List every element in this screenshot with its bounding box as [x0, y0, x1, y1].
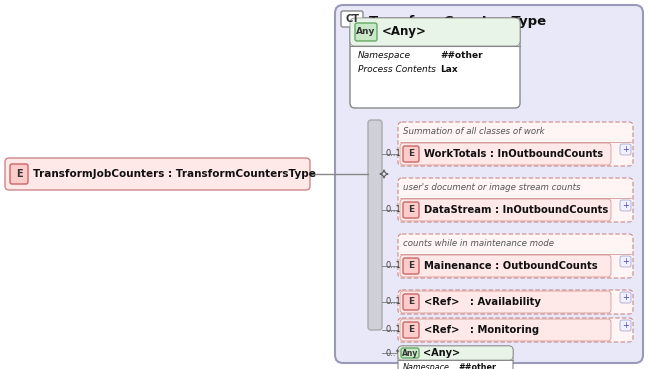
FancyBboxPatch shape [400, 143, 611, 165]
FancyBboxPatch shape [398, 290, 633, 314]
FancyBboxPatch shape [403, 146, 419, 162]
Text: TransformJobCounters : TransformCountersType: TransformJobCounters : TransformCounters… [33, 169, 316, 179]
Text: E: E [408, 262, 414, 270]
FancyBboxPatch shape [403, 202, 419, 218]
Text: 0..*: 0..* [385, 348, 400, 358]
Text: 0..1: 0..1 [385, 262, 401, 270]
FancyBboxPatch shape [398, 346, 513, 360]
Text: WorkTotals : InOutboundCounts: WorkTotals : InOutboundCounts [424, 149, 603, 159]
Text: Any: Any [356, 28, 376, 37]
Text: Summation of all classes of work: Summation of all classes of work [403, 128, 545, 137]
Text: <Ref>   : Monitoring: <Ref> : Monitoring [424, 325, 539, 335]
Text: Mainenance : OutboundCounts: Mainenance : OutboundCounts [424, 261, 597, 271]
FancyBboxPatch shape [403, 294, 419, 310]
FancyBboxPatch shape [398, 178, 633, 222]
Text: Namespace: Namespace [358, 52, 411, 61]
FancyBboxPatch shape [398, 346, 513, 369]
Text: +: + [622, 145, 629, 154]
FancyBboxPatch shape [335, 5, 643, 363]
FancyBboxPatch shape [398, 122, 633, 166]
Text: +: + [622, 201, 629, 210]
FancyBboxPatch shape [400, 255, 611, 277]
Text: <Any>: <Any> [382, 25, 427, 38]
FancyBboxPatch shape [350, 18, 520, 46]
FancyBboxPatch shape [398, 234, 633, 278]
FancyBboxPatch shape [355, 23, 377, 41]
FancyBboxPatch shape [400, 291, 611, 313]
Text: 0..1: 0..1 [385, 206, 401, 214]
FancyBboxPatch shape [368, 120, 382, 330]
Text: Namespace: Namespace [403, 363, 450, 369]
Text: 0..1: 0..1 [385, 149, 401, 159]
Text: 0..1: 0..1 [385, 297, 401, 307]
Text: E: E [408, 206, 414, 214]
FancyBboxPatch shape [401, 348, 419, 358]
Text: ##other: ##other [440, 52, 482, 61]
Text: user's document or image stream counts: user's document or image stream counts [403, 183, 580, 193]
FancyBboxPatch shape [400, 199, 611, 221]
FancyBboxPatch shape [620, 292, 631, 303]
FancyBboxPatch shape [620, 256, 631, 267]
Text: +: + [622, 257, 629, 266]
Text: Any: Any [402, 348, 418, 358]
FancyBboxPatch shape [620, 144, 631, 155]
FancyBboxPatch shape [403, 322, 419, 338]
FancyBboxPatch shape [10, 164, 28, 184]
Text: ##other: ##other [458, 363, 496, 369]
FancyBboxPatch shape [5, 158, 310, 190]
Text: DataStream : InOutboundCounts: DataStream : InOutboundCounts [424, 205, 608, 215]
Text: <Any>: <Any> [423, 348, 460, 358]
Text: 0..1: 0..1 [385, 325, 401, 335]
FancyBboxPatch shape [350, 18, 520, 108]
FancyBboxPatch shape [341, 11, 363, 27]
Text: <Ref>   : Availability: <Ref> : Availability [424, 297, 541, 307]
Text: +: + [622, 321, 629, 330]
Text: Lax: Lax [440, 66, 458, 75]
Text: TransformCountersType: TransformCountersType [369, 14, 547, 28]
Text: E: E [408, 297, 414, 307]
FancyBboxPatch shape [620, 320, 631, 331]
FancyBboxPatch shape [400, 319, 611, 341]
Text: +: + [622, 293, 629, 302]
Text: E: E [408, 325, 414, 335]
Text: CT: CT [345, 14, 359, 24]
FancyBboxPatch shape [403, 258, 419, 274]
FancyBboxPatch shape [398, 318, 633, 342]
Text: E: E [16, 169, 22, 179]
FancyBboxPatch shape [620, 200, 631, 211]
Text: Process Contents: Process Contents [358, 66, 436, 75]
Text: counts while in maintenance mode: counts while in maintenance mode [403, 239, 554, 248]
Text: E: E [408, 149, 414, 159]
